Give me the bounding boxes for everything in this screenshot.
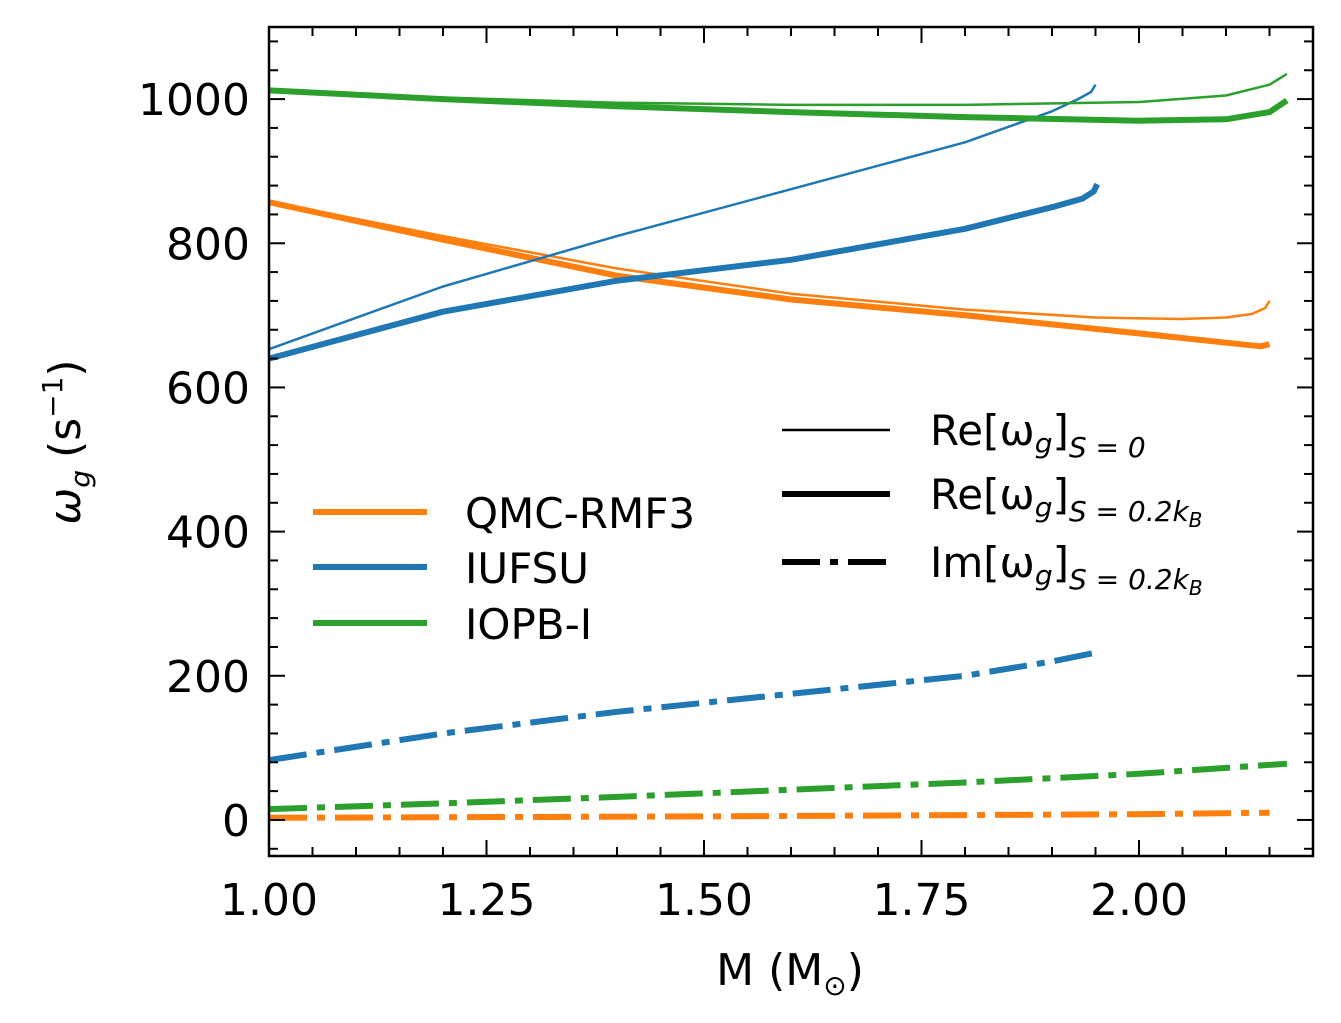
legend-label-qmc: QMC-RMF3 <box>465 489 695 538</box>
y-axis-label: ωg(s−1) <box>36 359 97 524</box>
y-tick-label: 800 <box>166 219 250 270</box>
x-tick-label: 1.25 <box>438 875 536 926</box>
x-tick-label: 1.75 <box>873 875 971 926</box>
legend-label-im-s02: Im[ωg]S = 0.2kB <box>930 538 1203 600</box>
plot-frame <box>267 25 1315 858</box>
x-tick-label: 1.00 <box>220 875 318 926</box>
x-axis-label: M (M⊙) <box>716 945 864 1002</box>
series-line-5 <box>268 649 1097 764</box>
legend-label-iopb: IOPB-I <box>465 600 592 649</box>
x-tick-label: 2.00 <box>1090 875 1188 926</box>
ticks <box>268 27 1314 856</box>
series-line-0 <box>268 200 1271 321</box>
series-line-8 <box>268 760 1288 813</box>
x-tick-label: 1.50 <box>655 875 753 926</box>
y-tick-label: 1000 <box>138 75 250 126</box>
series-line-1 <box>268 199 1271 350</box>
y-tick-label: 400 <box>166 508 250 559</box>
legend-label-re-s02: Re[ωg]S = 0.2kB <box>930 470 1202 532</box>
series-line-2 <box>268 809 1270 821</box>
series-line-4 <box>268 182 1100 362</box>
legend-label-re-s0: Re[ωg]S = 0 <box>930 406 1146 464</box>
tick-labels: 1.00 1.25 1.50 1.75 2.00 0 200 400 600 800 1000 <box>138 75 1188 926</box>
legend-styles: Re[ωg]S = 0 Re[ωg]S = 0.2kB Im[ωg]S = 0.… <box>782 406 1203 600</box>
y-tick-label: 0 <box>222 796 250 847</box>
plot-lines <box>268 72 1289 821</box>
y-tick-label: 200 <box>166 652 250 703</box>
legend-label-iufsu: IUFSU <box>465 544 589 593</box>
series-line-3 <box>268 84 1097 351</box>
legend-models: QMC-RMF3 IUFSU IOPB-I <box>313 489 695 649</box>
y-tick-label: 600 <box>166 363 250 414</box>
series-line-7 <box>268 87 1289 124</box>
